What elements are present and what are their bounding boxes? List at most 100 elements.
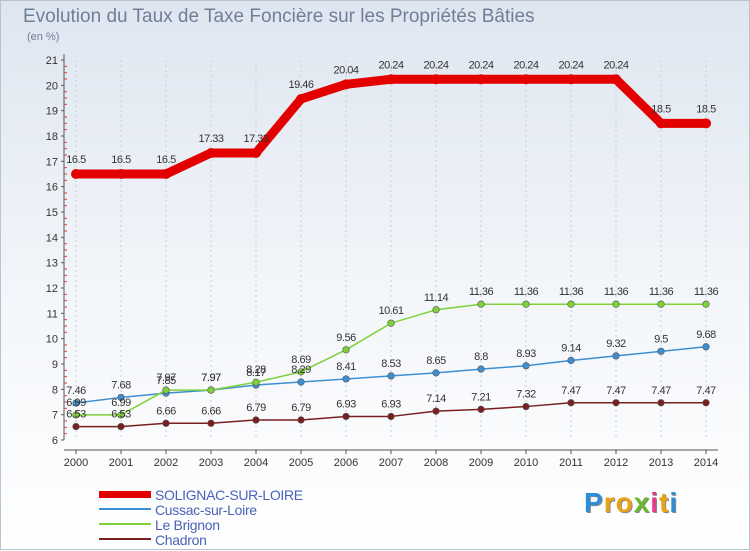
data-point — [431, 74, 441, 85]
data-label: 7.46 — [66, 385, 86, 397]
brand-letter: P — [584, 487, 604, 518]
brand-letter: o — [615, 487, 634, 518]
data-point — [432, 306, 440, 314]
data-label: 8.65 — [426, 355, 446, 367]
data-label: 8.41 — [336, 361, 356, 373]
data-label: 6.93 — [381, 398, 401, 410]
data-label: 7.47 — [651, 385, 671, 397]
data-point — [117, 411, 125, 419]
data-point — [296, 94, 306, 105]
x-tick-label: 2008 — [424, 457, 448, 469]
y-tick-label: 20 — [46, 80, 58, 92]
y-tick-label: 17 — [46, 156, 58, 168]
data-label: 11.36 — [469, 286, 494, 298]
data-label: 8.8 — [474, 351, 488, 363]
data-label: 16.5 — [66, 154, 86, 166]
data-point — [567, 399, 575, 407]
data-point — [477, 300, 485, 308]
data-label: 17.33 — [198, 133, 223, 145]
data-label: 6.53 — [66, 409, 86, 421]
x-tick-label: 2009 — [469, 457, 493, 469]
data-point — [612, 399, 620, 407]
data-point — [657, 300, 665, 308]
data-label: 11.36 — [649, 286, 674, 298]
data-label: 8.93 — [516, 348, 536, 360]
data-point — [522, 300, 530, 308]
data-label: 20.04 — [333, 64, 358, 76]
data-label: 8.69 — [291, 354, 311, 366]
y-tick-label: 16 — [46, 182, 58, 194]
data-point — [72, 399, 80, 407]
data-label: 16.5 — [111, 154, 131, 166]
legend-label: Le Brignon — [155, 517, 220, 533]
data-point — [657, 399, 665, 407]
data-label: 18.5 — [696, 103, 716, 115]
data-label: 9.14 — [561, 342, 581, 354]
y-tick-label: 9 — [52, 359, 58, 371]
legend-swatch-solignac — [99, 491, 151, 498]
data-label: 8.17 — [246, 367, 266, 379]
data-point — [342, 412, 350, 421]
data-point — [702, 343, 710, 351]
y-tick-label: 8 — [52, 384, 58, 396]
data-label: 8.29 — [291, 364, 311, 376]
data-point — [386, 74, 396, 85]
brand-letter: i — [650, 487, 660, 518]
brand-letter: t — [659, 487, 670, 518]
y-tick-label: 14 — [46, 232, 58, 244]
data-point — [387, 412, 395, 421]
legend-label: Chadron — [155, 532, 207, 548]
data-point — [72, 411, 80, 419]
data-label: 16.5 — [156, 154, 176, 166]
data-point — [702, 399, 710, 407]
data-label: 9.68 — [696, 329, 716, 341]
data-label: 11.36 — [604, 286, 629, 298]
data-label: 7.47 — [696, 385, 716, 397]
data-point — [566, 74, 576, 85]
data-label: 6.66 — [156, 405, 176, 417]
data-point — [252, 378, 260, 386]
data-point — [521, 74, 531, 85]
data-label: 8.53 — [381, 358, 401, 370]
data-point — [116, 169, 126, 179]
data-point — [522, 402, 530, 411]
data-point — [476, 74, 486, 85]
data-point — [656, 118, 666, 129]
y-tick-label: 18 — [46, 131, 58, 143]
legend-swatch-brignon — [99, 523, 151, 525]
data-point — [567, 300, 575, 308]
data-label: 7.14 — [426, 393, 446, 405]
data-point — [207, 386, 215, 394]
data-point — [297, 416, 305, 424]
x-tick-label: 2002 — [154, 457, 178, 469]
data-point — [611, 74, 621, 85]
data-label: 7.68 — [111, 379, 131, 391]
data-label: 6.79 — [246, 402, 266, 414]
data-label: 6.79 — [291, 402, 311, 414]
data-point — [72, 422, 80, 431]
data-point — [252, 416, 260, 424]
data-label: 11.14 — [424, 292, 449, 304]
data-label: 7.47 — [561, 385, 581, 397]
data-label: 10.61 — [378, 305, 403, 317]
data-label: 9.56 — [336, 332, 356, 344]
data-point — [567, 356, 575, 365]
data-label: 19.46 — [288, 79, 313, 91]
data-point — [71, 169, 81, 179]
y-tick-label: 19 — [46, 106, 58, 118]
data-label: 6.53 — [111, 409, 131, 421]
data-label: 8.28 — [246, 364, 266, 376]
data-point — [387, 319, 395, 327]
data-point — [432, 369, 440, 377]
data-label: 9.32 — [606, 338, 626, 350]
data-label: 7.97 — [156, 372, 176, 384]
data-label: 20.24 — [468, 59, 493, 71]
data-point — [297, 368, 305, 376]
data-label: 6.99 — [111, 397, 131, 409]
x-tick-label: 2007 — [379, 457, 403, 469]
data-point — [342, 346, 350, 354]
data-point — [612, 352, 620, 360]
brand-letter: i — [669, 487, 679, 518]
